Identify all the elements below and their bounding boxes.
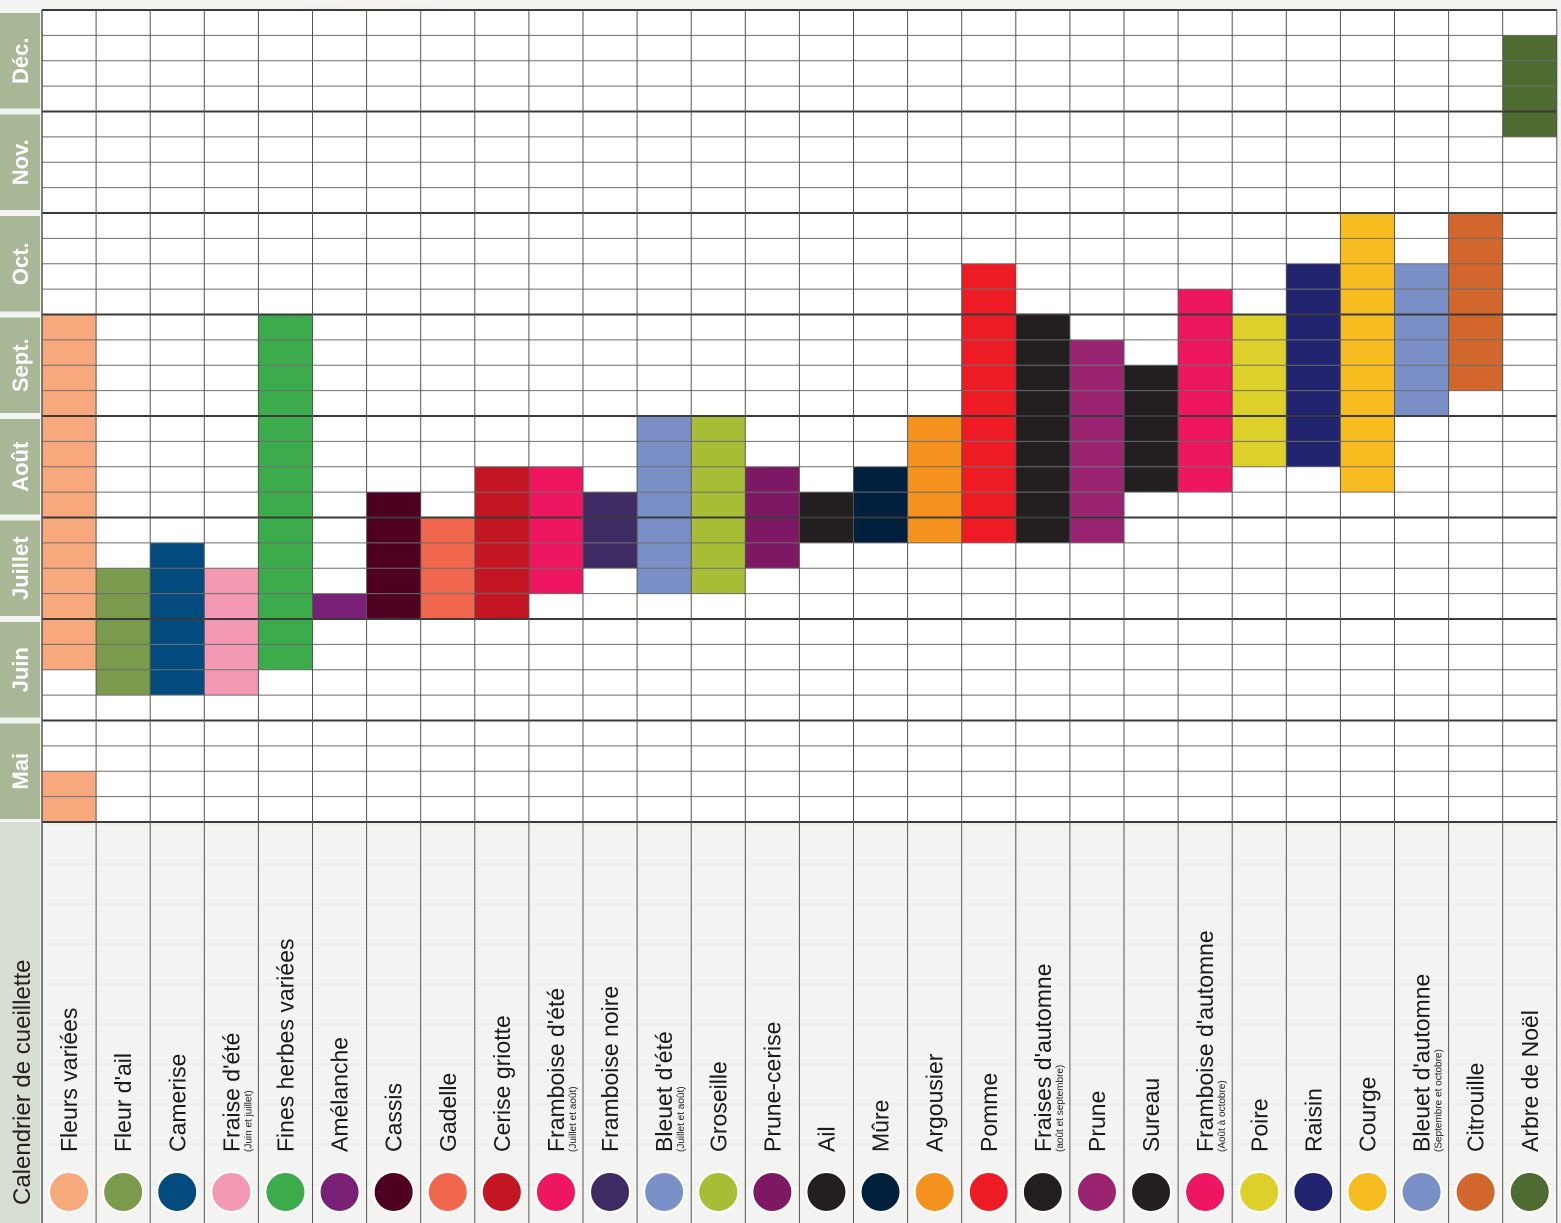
month-label: Oct.	[8, 242, 33, 285]
christmas-tree-icon	[1508, 1171, 1551, 1213]
fruit-label: Framboise noire	[597, 986, 623, 1152]
fruit-label: Camerise	[164, 1054, 190, 1152]
bar-18	[1015, 314, 1070, 543]
strawberry-icon	[210, 1171, 253, 1213]
redcurrant-icon	[426, 1171, 469, 1213]
serviceberry-icon	[318, 1171, 361, 1213]
month-band-6	[0, 114, 40, 210]
fruit-label: Cerise griotte	[489, 1015, 515, 1152]
grid-lines	[41, 9, 1558, 1223]
bar-26	[1448, 213, 1503, 391]
month-band-5	[0, 216, 40, 312]
month-band-7	[0, 13, 40, 109]
month-label: Juin	[8, 647, 33, 692]
black-raspberry-icon	[589, 1171, 632, 1213]
fruit-label: Prune	[1084, 1091, 1110, 1152]
fruit-sublabel: (Septembre et octobre)	[1434, 1049, 1445, 1152]
fruit-label: Cassis	[381, 1083, 407, 1152]
garlic-scape-icon	[102, 1171, 145, 1213]
fruit-label: Fraises d'automne	[1030, 964, 1056, 1152]
apple-icon	[967, 1171, 1010, 1213]
fruit-label: Ail	[813, 1126, 839, 1152]
fruit-sublabel: (août et septembre)	[1055, 1065, 1066, 1152]
fruit-label: Mûre	[868, 1100, 894, 1152]
month-band-4	[0, 317, 40, 413]
fruit-label: Argousier	[922, 1053, 948, 1152]
bar-10	[583, 492, 638, 569]
bar-6	[366, 492, 421, 619]
bar-12	[691, 416, 746, 594]
cherry-icon	[480, 1171, 523, 1213]
bar-16	[907, 416, 962, 543]
blackcurrant-icon	[372, 1171, 415, 1213]
fruit-label: Bleuet d'automne	[1409, 974, 1435, 1152]
fall-raspberry-icon	[1184, 1171, 1227, 1213]
fruit-label: Fleurs variées	[56, 1008, 82, 1152]
month-band-1	[0, 622, 40, 718]
garlic-icon	[805, 1171, 848, 1213]
bar-20	[1124, 365, 1179, 493]
squash-icon	[1346, 1171, 1389, 1213]
plum-icon	[1075, 1171, 1118, 1213]
fruit-label: Raisin	[1300, 1088, 1326, 1152]
fruit-label: Fleur d'ail	[110, 1053, 136, 1152]
fruit-label: Prune-cerise	[759, 1022, 785, 1152]
bar-17	[961, 263, 1016, 543]
cherry-plum-icon	[751, 1171, 794, 1213]
haskap-icon	[156, 1171, 199, 1213]
blackberry-icon	[859, 1171, 902, 1213]
bar-9	[528, 466, 583, 594]
fruit-label: Gadelle	[435, 1073, 461, 1152]
fruit-sublabel: (Juillet et août)	[568, 1086, 579, 1152]
fruit-label: Fines herbes variées	[272, 939, 298, 1153]
herb-icon	[264, 1171, 307, 1213]
month-band-3	[0, 419, 40, 515]
flower-icon	[48, 1171, 91, 1213]
month-label: Juillet	[8, 536, 33, 600]
fruit-label: Pomme	[976, 1073, 1002, 1152]
pear-icon	[1238, 1171, 1281, 1213]
bar-24	[1340, 213, 1395, 493]
fruit-sublabel: (Juillet et août)	[676, 1086, 687, 1152]
fruit-sublabel: (Juin et juillet)	[243, 1090, 254, 1152]
month-band-0	[0, 723, 40, 819]
sea-buckthorn-icon	[913, 1171, 956, 1213]
fruit-label: Fraise d'été	[218, 1033, 244, 1152]
month-label: Sept.	[8, 338, 33, 392]
month-strip-extension	[0, 822, 40, 1223]
fall-strawberry-icon	[1021, 1171, 1064, 1213]
bar-15	[853, 466, 908, 543]
gooseberry-icon	[697, 1171, 740, 1213]
bar-3	[204, 568, 259, 696]
month-label: Nov.	[8, 139, 33, 185]
fruit-label: Citrouille	[1463, 1063, 1489, 1152]
fall-blueberry-icon	[1400, 1171, 1443, 1213]
grape-icon	[1292, 1171, 1335, 1213]
fruit-label: Arbre de Noël	[1517, 1010, 1543, 1152]
month-band-2	[0, 520, 40, 616]
chart-title: Calendrier de cueillette	[9, 960, 36, 1205]
month-label: Août	[8, 441, 33, 492]
month-label: Mai	[8, 753, 33, 790]
bar-5	[312, 593, 367, 619]
fruit-label: Bleuet d'été	[651, 1031, 677, 1152]
fruit-label: Framboise d'automne	[1192, 930, 1218, 1152]
pumpkin-icon	[1454, 1171, 1497, 1213]
fruit-label: Groseille	[705, 1061, 731, 1152]
bar-11	[637, 416, 692, 594]
fruit-sublabel: (Août à octobre)	[1217, 1080, 1228, 1152]
bar-1	[96, 568, 151, 696]
fruit-label: Courge	[1354, 1077, 1380, 1152]
elderberry-icon	[1130, 1171, 1173, 1213]
fruit-label: Amélanche	[327, 1037, 353, 1152]
month-label: Déc.	[8, 38, 33, 84]
raspberry-icon	[534, 1171, 577, 1213]
fruit-label: Framboise d'été	[543, 988, 569, 1152]
fruit-label: Sureau	[1138, 1078, 1164, 1152]
fruit-label: Poire	[1246, 1098, 1272, 1152]
blueberry-icon	[643, 1171, 686, 1213]
